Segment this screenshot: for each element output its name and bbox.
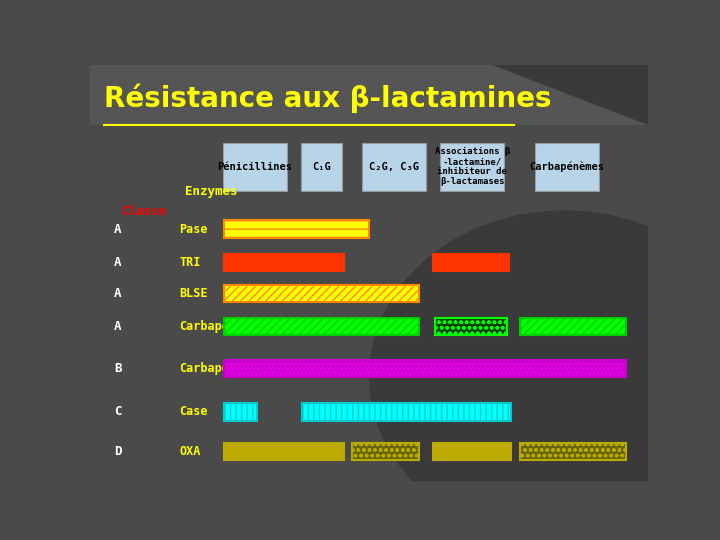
Text: A: A bbox=[114, 287, 122, 300]
Bar bbox=[224, 254, 344, 271]
Polygon shape bbox=[492, 65, 648, 125]
Text: C₂G, C₃G: C₂G, C₃G bbox=[369, 161, 419, 172]
Text: Carbapénèmes: Carbapénèmes bbox=[530, 161, 605, 172]
Text: A: A bbox=[114, 222, 122, 235]
Text: BLSE: BLSE bbox=[179, 287, 208, 300]
Text: Case: Case bbox=[179, 406, 208, 419]
Text: D: D bbox=[114, 445, 122, 458]
Bar bbox=[90, 65, 648, 125]
Text: Résistance aux β-lactamines: Résistance aux β-lactamines bbox=[104, 83, 552, 113]
Bar bbox=[302, 403, 511, 421]
Bar bbox=[520, 318, 626, 335]
Text: Carbapénèmase: Carbapénèmase bbox=[179, 362, 272, 375]
Bar bbox=[362, 143, 426, 191]
Text: Pénicillines: Pénicillines bbox=[217, 161, 292, 172]
Bar bbox=[224, 220, 369, 238]
Bar bbox=[520, 443, 626, 460]
Bar bbox=[224, 285, 419, 302]
Text: Enzymes: Enzymes bbox=[185, 185, 238, 198]
Text: Pase: Pase bbox=[179, 222, 208, 235]
Text: B: B bbox=[114, 362, 122, 375]
Text: Classe: Classe bbox=[121, 205, 166, 218]
Bar bbox=[433, 443, 511, 460]
Text: A: A bbox=[114, 320, 122, 333]
Bar bbox=[352, 443, 419, 460]
Bar bbox=[535, 143, 599, 191]
Text: Associations β
-lactamine/
inhibiteur de
β-lactamases: Associations β -lactamine/ inhibiteur de… bbox=[435, 147, 510, 186]
Bar bbox=[222, 143, 287, 191]
Bar bbox=[433, 254, 508, 271]
Bar bbox=[224, 318, 419, 335]
Bar bbox=[435, 318, 508, 335]
Text: Carbapénèmase: Carbapénèmase bbox=[179, 320, 272, 333]
Bar bbox=[224, 443, 344, 460]
Text: C₁G: C₁G bbox=[312, 161, 331, 172]
Text: TRI: TRI bbox=[179, 256, 201, 269]
Bar bbox=[301, 143, 343, 191]
Ellipse shape bbox=[369, 210, 720, 540]
Bar bbox=[224, 403, 258, 421]
Bar bbox=[224, 360, 626, 377]
Text: A: A bbox=[114, 256, 122, 269]
Text: OXA: OXA bbox=[179, 445, 201, 458]
Text: C: C bbox=[114, 406, 122, 419]
Bar bbox=[440, 143, 504, 191]
